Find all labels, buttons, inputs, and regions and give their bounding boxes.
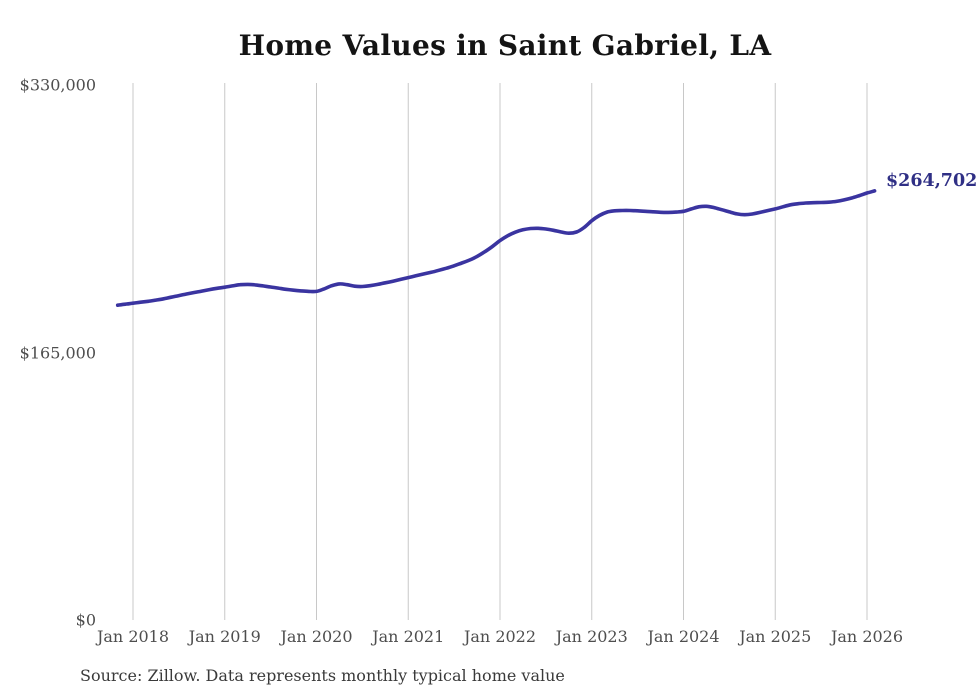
gridlines bbox=[132, 83, 868, 620]
x-tick-label: Jan 2020 bbox=[280, 627, 353, 646]
x-tick-label: Jan 2026 bbox=[830, 627, 904, 646]
current-value-label: $264,702 bbox=[886, 171, 978, 191]
x-tick-label: Jan 2023 bbox=[555, 627, 628, 646]
x-tick-label: Jan 2019 bbox=[188, 627, 261, 646]
y-tick-label: $165,000 bbox=[19, 343, 96, 362]
chart-title: Home Values in Saint Gabriel, LA bbox=[238, 29, 772, 62]
x-tick-label: Jan 2024 bbox=[647, 627, 720, 646]
y-tick-label: $330,000 bbox=[19, 75, 96, 95]
home-value-line bbox=[115, 189, 877, 307]
x-tick-label: Jan 2021 bbox=[372, 627, 445, 646]
x-tick-label: Jan 2025 bbox=[739, 627, 812, 646]
source-note: Source: Zillow. Data represents monthly … bbox=[80, 666, 565, 685]
x-tick-label: Jan 2022 bbox=[463, 627, 537, 646]
x-tick-label: Jan 2018 bbox=[96, 627, 170, 646]
y-tick-label: $0 bbox=[75, 610, 96, 630]
